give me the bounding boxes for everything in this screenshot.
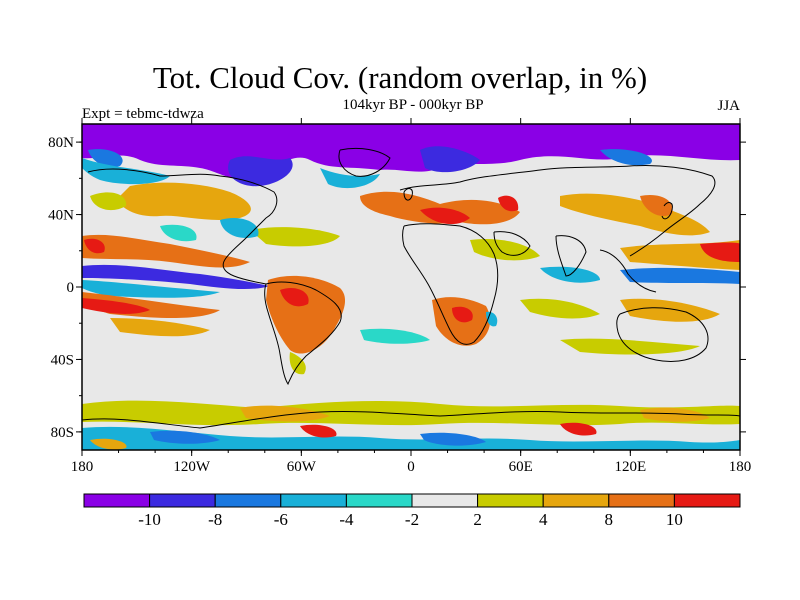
- field-atlantic-cyan: [220, 217, 259, 239]
- lat-tick-label: 0: [67, 280, 75, 296]
- lon-tick-label: 0: [407, 459, 415, 475]
- longitude-axis: 180 120W 60W 0 60E 120E 180: [71, 118, 752, 475]
- field-africa-cyan: [486, 311, 498, 327]
- field-south-pacific-red: [82, 298, 150, 314]
- field-south-indian-teal: [360, 328, 430, 344]
- colorbar-swatch: [477, 493, 544, 508]
- colorbar-swatch: [149, 493, 216, 508]
- field-south-america-yellow: [289, 352, 306, 375]
- lon-tick-label: 180: [729, 459, 752, 475]
- lat-tick-label: 40N: [48, 208, 74, 224]
- field-east-pacific-red: [700, 242, 740, 262]
- field-itcz-blue: [82, 264, 270, 290]
- field-pacific-teal: [160, 224, 197, 242]
- field-africa-red: [452, 306, 473, 323]
- lat-tick-label: 40S: [51, 352, 74, 368]
- map-background: [82, 124, 740, 450]
- coast-india: [555, 235, 587, 277]
- field-south-indian-yellow: [560, 338, 700, 355]
- field-southern-ocean-yellow: [82, 400, 740, 426]
- field-antarctic-blue: [150, 430, 486, 446]
- coast-antarctica: [82, 410, 740, 429]
- lon-tick-label: 60W: [287, 459, 317, 475]
- colorbar-label: 10: [666, 510, 683, 529]
- field-east-asia-orange: [640, 194, 673, 216]
- map-title: Tot. Cloud Cov. (random overlap, in %): [152, 60, 648, 95]
- colorbar-swatch: [542, 493, 610, 508]
- colorbar-label: -4: [339, 510, 354, 529]
- colorbar-swatch: [214, 493, 282, 508]
- lon-tick-label: 180: [71, 459, 94, 475]
- field-south-pacific-yellow: [110, 318, 210, 337]
- field-north-pacific-yellow: [90, 192, 127, 211]
- coast-southeast-asia: [599, 249, 657, 293]
- colorbar-label: 2: [473, 510, 482, 529]
- coast-arabia: [493, 231, 531, 256]
- colorbar-label: -2: [405, 510, 419, 529]
- coast-africa: [402, 223, 499, 345]
- colorbar-swatch: [345, 493, 413, 508]
- map-field: [82, 124, 740, 450]
- field-atlantic-yellow: [250, 227, 340, 247]
- field-subarctic-cyan: [82, 158, 380, 189]
- field-itcz-cyan: [82, 280, 220, 298]
- colorbar-label: -10: [138, 510, 161, 529]
- coast-uk: [403, 188, 413, 201]
- coast-australia: [616, 307, 709, 362]
- coastlines: [82, 147, 740, 429]
- colorbar-swatch: [83, 493, 151, 508]
- lon-tick-label: 120E: [614, 459, 646, 475]
- lat-tick-label: 80N: [48, 135, 74, 151]
- field-mediterranean-red: [420, 195, 519, 225]
- colorbar-label: 4: [539, 510, 548, 529]
- latitude-axis: 80N 40N 0 40S 80S: [48, 135, 746, 441]
- lat-tick-label: 80S: [51, 425, 74, 441]
- field-antarctic-cyan: [82, 426, 740, 450]
- coast-greenland: [338, 147, 391, 177]
- colorbar-label: -8: [208, 510, 222, 529]
- coast-europe-asia: [399, 165, 716, 257]
- map-subtitle: 104kyr BP - 000kyr BP: [342, 97, 484, 113]
- field-australia-orange: [620, 298, 720, 322]
- field-west-pacific-blue: [620, 267, 740, 284]
- colorbar-swatch: [673, 493, 741, 508]
- coast-north-america: [87, 168, 278, 285]
- field-tropical-pacific-red: [84, 238, 105, 254]
- colorbar-swatch: [608, 493, 675, 508]
- experiment-label: Expt = tebmc-tdwza: [82, 106, 204, 122]
- field-tropical-pacific-orange: [82, 234, 250, 268]
- coast-south-america: [264, 281, 342, 386]
- colorbar: -10 -8 -6 -4 -2 2 4 8 10: [83, 493, 741, 529]
- colorbar-swatch: [411, 493, 479, 508]
- colorbar-swatch: [280, 493, 347, 508]
- lon-tick-label: 60E: [509, 459, 533, 475]
- lon-tick-label: 120W: [173, 459, 211, 475]
- season-label: JJA: [717, 98, 740, 114]
- field-africa-yellow: [470, 238, 540, 261]
- field-antarctic-red: [300, 422, 597, 438]
- field-north-pacific-orange: [118, 182, 251, 220]
- field-southern-ocean-orange: [240, 405, 710, 422]
- field-south-america-red: [280, 287, 309, 307]
- field-indian-ocean-yellow: [520, 298, 600, 319]
- coast-japan: [661, 202, 673, 220]
- field-arctic-blue: [228, 156, 293, 187]
- field-antarctic-orange: [90, 438, 127, 450]
- field-arctic-blue-2: [420, 146, 480, 173]
- colorbar-label: 8: [605, 510, 614, 529]
- colorbar-label: -6: [274, 510, 288, 529]
